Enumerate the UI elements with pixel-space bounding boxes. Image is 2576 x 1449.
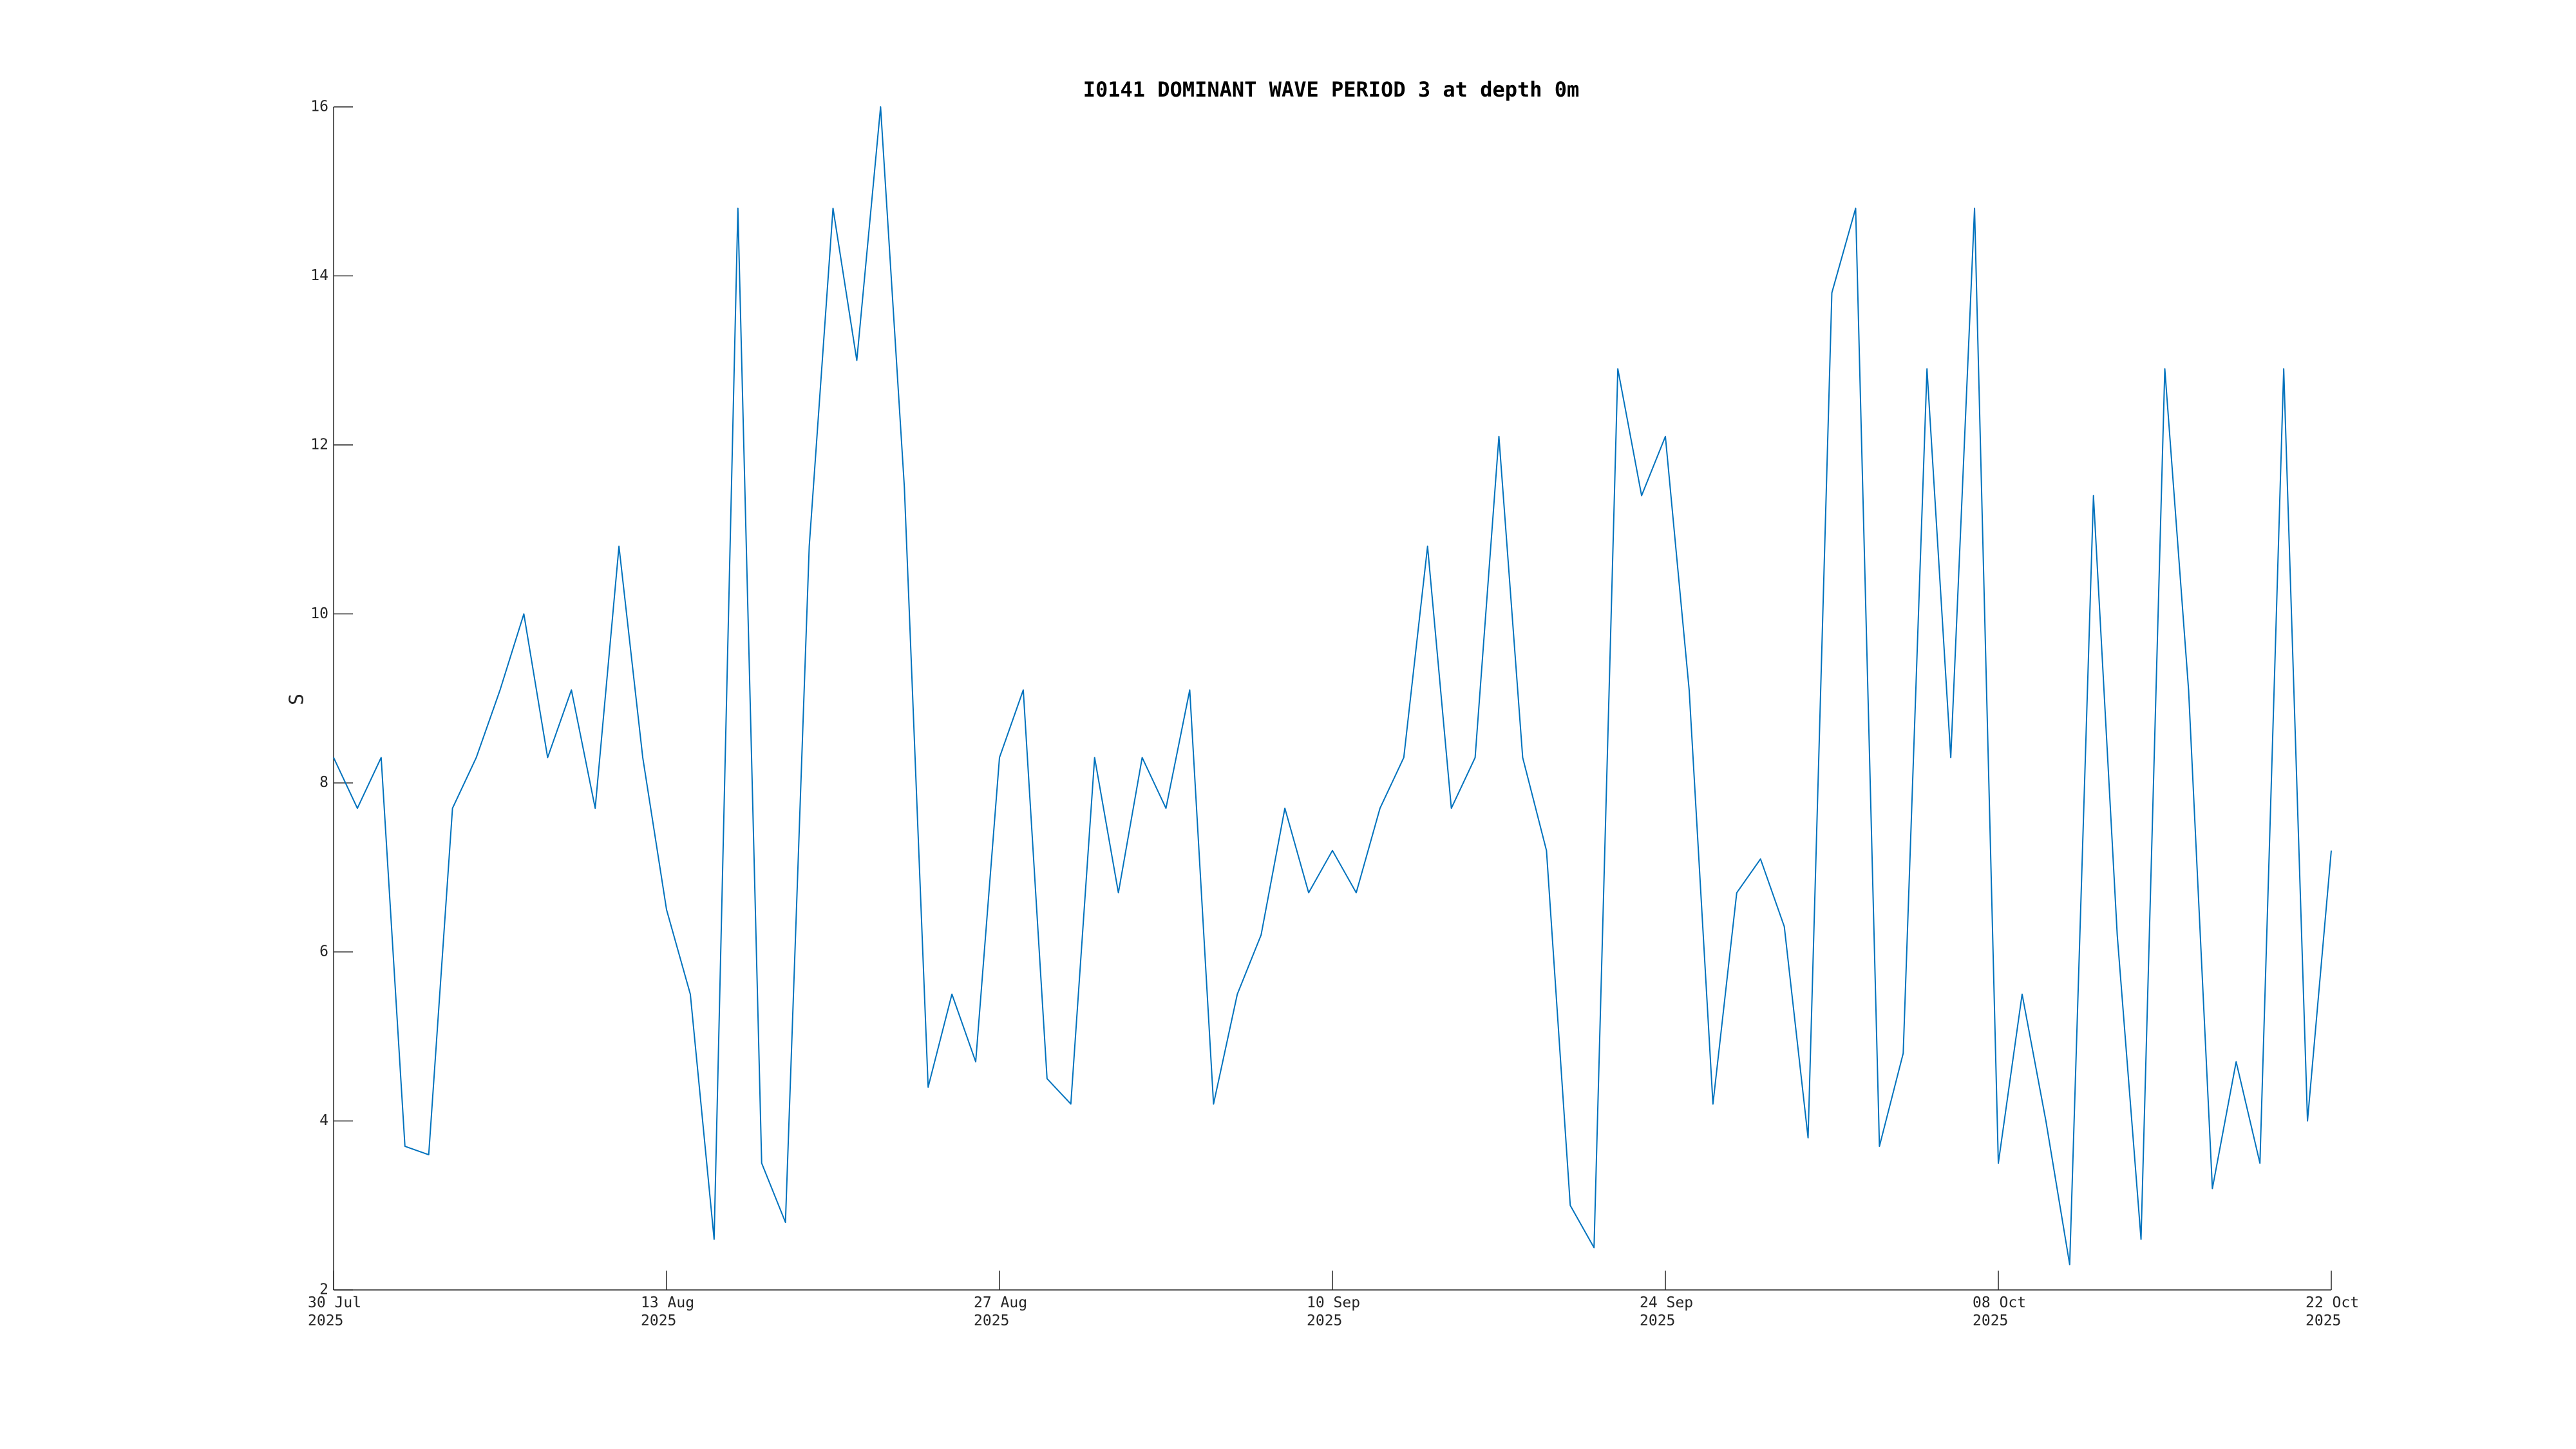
x-tick-label-box: 13 Aug 2025	[641, 1294, 695, 1329]
y-tick-label: 8	[319, 774, 328, 791]
x-tick-label-box: 24 Sep 2025	[1640, 1294, 1694, 1329]
y-tick-label: 16	[310, 99, 328, 115]
y-tick-label: 10	[310, 605, 328, 622]
x-tick-label-box: 10 Sep 2025	[1307, 1294, 1361, 1329]
y-tick-label: 4	[319, 1112, 328, 1129]
x-tick-label-box: 27 Aug 2025	[974, 1294, 1028, 1329]
y-tick-label: 2	[319, 1282, 328, 1298]
x-tick-label: 08 Oct 2025	[1973, 1294, 2027, 1329]
y-tick-label: 14	[310, 267, 328, 284]
chart-title: I0141 DOMINANT WAVE PERIOD 3 at depth 0m	[1083, 77, 1580, 102]
x-tick-label: 24 Sep 2025	[1640, 1294, 1694, 1329]
x-tick-label-box: 08 Oct 2025	[1973, 1294, 2027, 1329]
x-tick-label: 10 Sep 2025	[1307, 1294, 1361, 1329]
x-tick-label-box: 22 Oct 2025	[2306, 1294, 2360, 1329]
y-axis-label: S	[286, 694, 308, 705]
x-tick-label: 27 Aug 2025	[974, 1294, 1028, 1329]
data-line	[333, 106, 2332, 1265]
x-tick-label: 13 Aug 2025	[641, 1294, 695, 1329]
x-tick-label-box: 30 Jul 2025	[308, 1294, 362, 1329]
y-tick-label: 12	[310, 436, 328, 453]
y-tick-label: 6	[319, 943, 328, 960]
x-tick-label: 30 Jul 2025	[308, 1294, 362, 1329]
x-tick-label: 22 Oct 2025	[2306, 1294, 2360, 1329]
